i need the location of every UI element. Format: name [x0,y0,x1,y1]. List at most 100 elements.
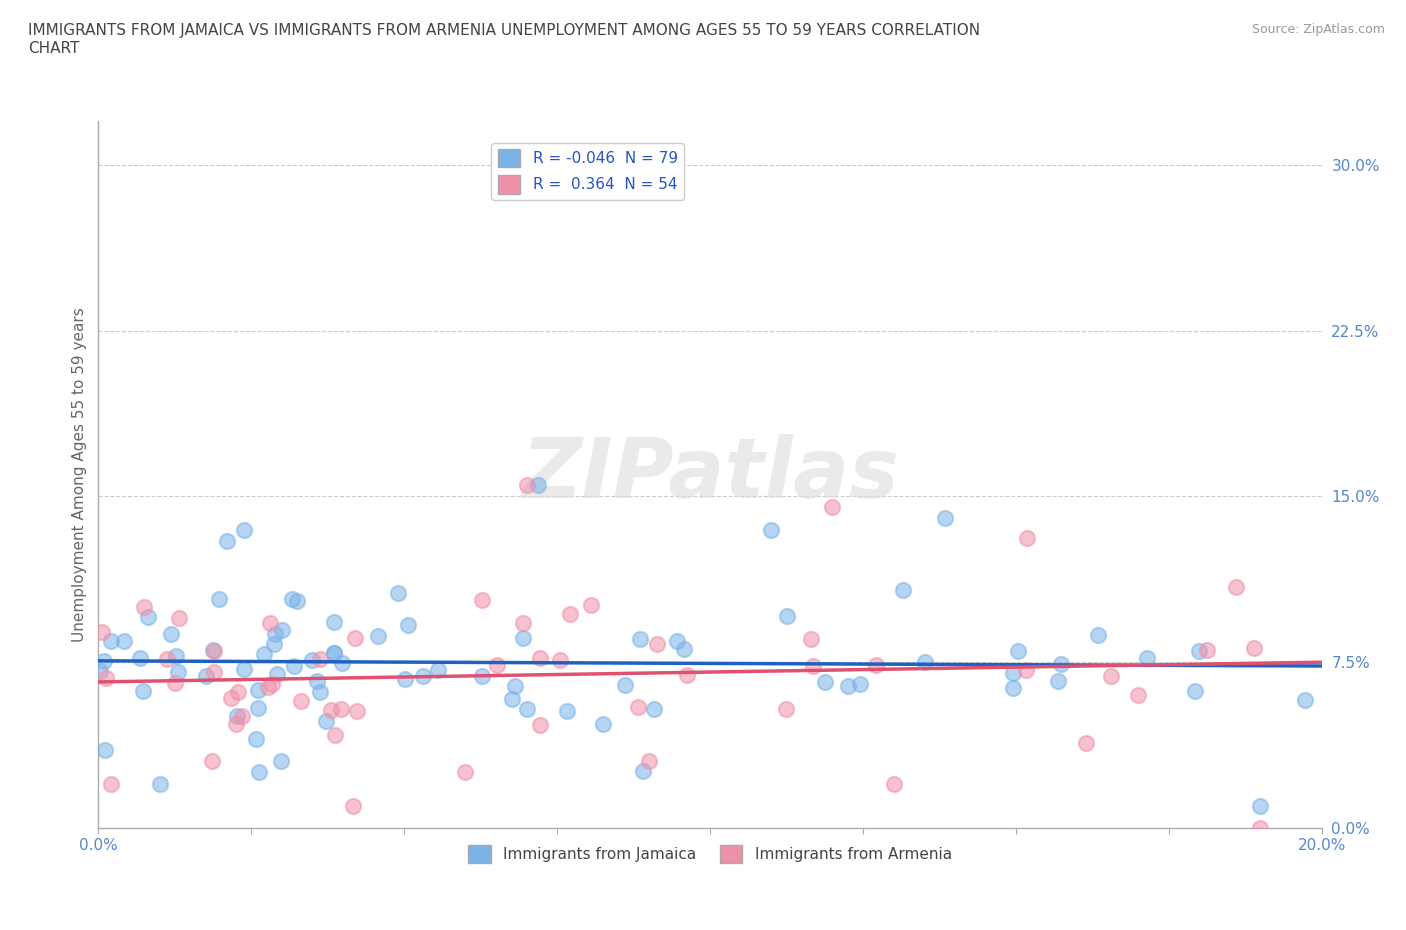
Point [290,693,312,708]
Point [283,658,305,673]
Point [245,732,267,747]
Point [163,675,186,690]
Point [201,754,224,769]
Point [427,662,450,677]
Point [247,765,270,780]
Point [90,625,112,640]
Point [1249,820,1271,835]
Point [394,671,416,686]
Point [471,592,494,607]
Point [1015,662,1038,677]
Point [1188,644,1211,658]
Point [219,691,242,706]
Point [202,665,225,680]
Point [156,651,179,666]
Point [160,626,183,641]
Point [775,701,797,716]
Legend: Immigrants from Jamaica, Immigrants from Armenia: Immigrants from Jamaica, Immigrants from… [463,839,957,870]
Text: ZIPatlas: ZIPatlas [522,433,898,515]
Point [516,702,538,717]
Point [270,622,292,637]
Point [1049,657,1071,671]
Point [1017,530,1039,545]
Point [1087,628,1109,643]
Point [837,679,859,694]
Point [325,728,347,743]
Point [1195,642,1218,657]
Point [226,709,249,724]
Point [308,684,330,699]
Point [301,653,323,668]
Point [346,704,368,719]
Point [100,776,122,790]
Point [387,585,409,600]
Point [672,642,695,657]
Point [801,658,824,673]
Point [1076,736,1098,751]
Point [367,629,389,644]
Point [307,673,329,688]
Point [262,677,284,692]
Point [149,776,172,790]
Point [323,615,346,630]
Point [849,677,872,692]
Point [643,701,665,716]
Point [550,653,572,668]
Point [527,478,550,493]
Point [165,648,187,663]
Point [322,645,344,660]
Point [100,633,122,648]
Point [270,754,292,769]
Point [342,798,364,813]
Point [93,654,115,669]
Point [1294,693,1316,708]
Point [486,658,509,672]
Point [344,631,367,645]
Point [865,658,887,672]
Point [129,651,152,666]
Point [263,636,285,651]
Point [454,765,477,780]
Point [330,702,353,717]
Point [202,644,225,658]
Point [1184,684,1206,698]
Point [134,600,156,615]
Point [266,667,288,682]
Point [247,700,270,715]
Point [501,692,523,707]
Point [233,661,256,676]
Text: IMMIGRANTS FROM JAMAICA VS IMMIGRANTS FROM ARMENIA UNEMPLOYMENT AMONG AGES 55 TO: IMMIGRANTS FROM JAMAICA VS IMMIGRANTS FR… [28,23,980,56]
Point [529,650,551,665]
Point [315,713,337,728]
Point [676,668,699,683]
Point [821,500,844,515]
Point [883,776,905,790]
Point [233,522,256,537]
Point [1249,798,1271,813]
Point [321,702,343,717]
Point [231,708,253,723]
Point [264,627,287,642]
Point [323,646,346,661]
Point [592,716,614,731]
Point [637,754,661,769]
Point [226,684,249,699]
Point [814,674,837,689]
Point [529,718,551,733]
Point [628,631,651,646]
Point [1002,666,1025,681]
Point [330,656,353,671]
Point [1136,651,1159,666]
Point [503,679,526,694]
Point [934,512,956,526]
Point [614,677,637,692]
Point [1099,669,1122,684]
Point [114,633,136,648]
Point [281,591,304,606]
Point [558,606,581,621]
Point [470,669,492,684]
Point [1001,681,1024,696]
Point [132,684,155,698]
Point [194,669,217,684]
Point [138,609,160,624]
